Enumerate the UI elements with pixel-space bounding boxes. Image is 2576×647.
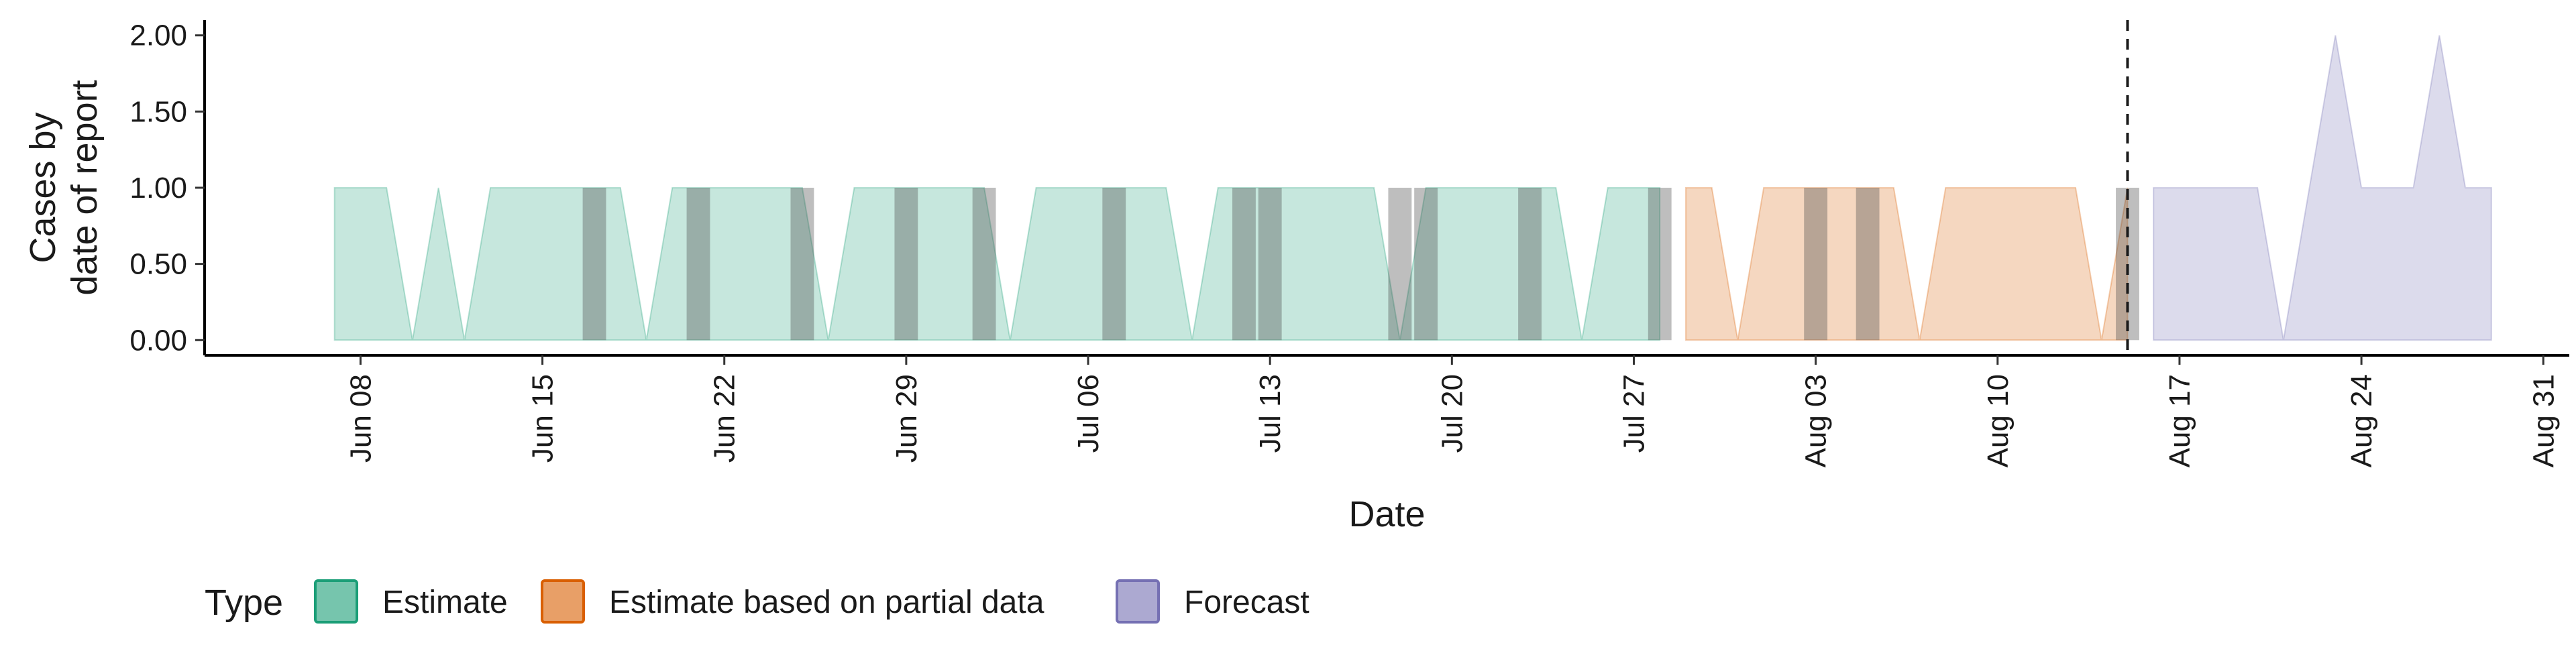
x-tick-label: Jun 08	[344, 374, 377, 463]
x-tick-label: Aug 24	[2345, 374, 2378, 467]
x-tick-label: Aug 17	[2163, 374, 2196, 467]
legend-key-1	[541, 579, 585, 624]
reported-case-bar	[790, 188, 814, 341]
y-tick-label: 1.50	[129, 95, 187, 128]
reported-case-bar	[1648, 188, 1672, 341]
x-tick-label: Jul 27	[1617, 374, 1650, 453]
legend: Type Estimate Estimate based on partial d…	[205, 579, 1309, 624]
reported-case-bars	[582, 188, 2139, 341]
y-axis-title-line: date of report	[64, 80, 105, 295]
series-area-1	[1684, 187, 2129, 341]
x-axis-title: Date	[1348, 494, 1425, 534]
reported-case-bar	[582, 188, 606, 341]
x-tick-label: Jun 22	[708, 374, 741, 463]
reported-case-bar	[1518, 188, 1542, 341]
series-area-0	[333, 187, 1661, 341]
x-tick-label: Jun 15	[527, 374, 559, 463]
x-tick-label: Jun 29	[890, 374, 923, 463]
y-axis-ticks: 0.00 0.50 1.00 1.50 2.00	[129, 19, 205, 357]
y-axis-title: Cases bydate of report	[23, 80, 105, 295]
x-tick-label: Jul 20	[1436, 374, 1468, 453]
legend-label-2: Forecast	[1184, 585, 1309, 620]
legend-key-0	[314, 579, 358, 624]
legend-label-0: Estimate	[382, 585, 508, 620]
y-tick-label: 2.00	[129, 19, 187, 52]
x-tick-label: Aug 31	[2527, 374, 2560, 467]
x-tick-label: Jul 13	[1254, 374, 1287, 453]
x-tick-label: Aug 10	[1982, 374, 2015, 467]
x-tick-label: Jul 06	[1072, 374, 1105, 453]
y-tick-label: 1.00	[129, 172, 187, 204]
reported-case-bar	[972, 188, 996, 341]
reported-case-bar	[1804, 188, 1828, 341]
legend-title: Type	[205, 583, 283, 623]
reported-case-bar	[1102, 188, 1126, 341]
x-tick-label: Aug 03	[1800, 374, 1833, 467]
legend-label-1: Estimate based on partial data	[609, 585, 1044, 620]
y-tick-label: 0.50	[129, 248, 187, 281]
y-tick-label: 0.00	[129, 324, 187, 357]
reported-case-bar	[894, 188, 918, 341]
reported-case-bar	[1388, 188, 1412, 341]
y-axis-title-line: Cases by	[23, 112, 63, 263]
reported-case-bar	[1258, 188, 1282, 341]
reported-case-bar	[686, 188, 710, 341]
reported-case-bar	[1856, 188, 1880, 341]
reported-case-bar	[1232, 188, 1256, 341]
x-axis-ticks: Jun 08 Jun 15 Jun 22 Jun 29 Jul 06 Jul 13 Jul …	[344, 355, 2560, 467]
reported-case-bar	[1414, 188, 1438, 341]
series-areas	[333, 35, 2492, 341]
series-area-2	[2153, 35, 2492, 341]
legend-key-2	[1116, 579, 1160, 624]
